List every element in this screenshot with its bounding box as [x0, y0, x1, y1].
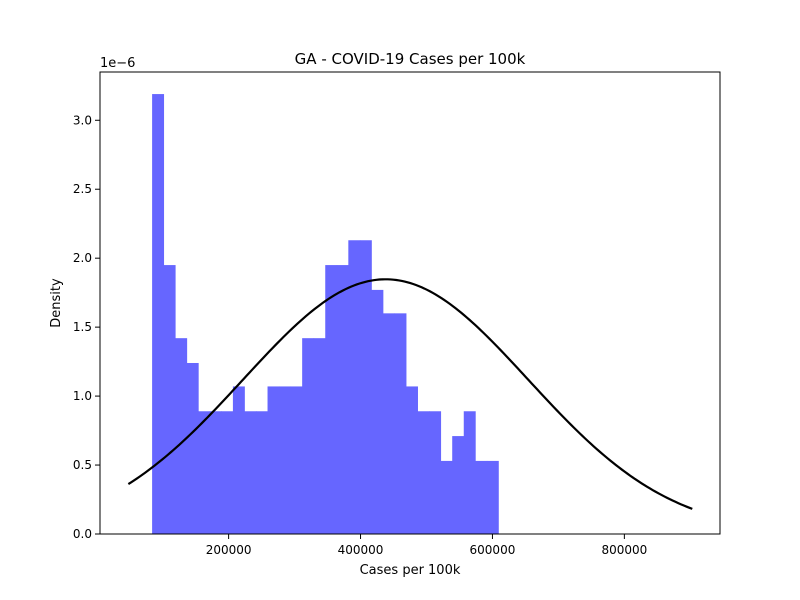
- x-axis-ticks: 200000 400000 600000 800000: [206, 534, 647, 557]
- histogram-bar: [279, 386, 292, 534]
- y-tick-label: 2.0: [73, 251, 92, 265]
- histogram-bar: [313, 338, 326, 534]
- y-tick-label: 2.5: [73, 182, 92, 196]
- histogram-bar: [371, 289, 384, 534]
- y-tick-label: 1.0: [73, 389, 92, 403]
- histogram-bars: [152, 94, 499, 535]
- histogram-bar: [267, 386, 280, 534]
- x-axis-label: Cases per 100k: [360, 563, 461, 578]
- y-tick-label: 0.5: [73, 458, 92, 472]
- histogram-bar: [452, 436, 465, 534]
- histogram-bar: [486, 460, 499, 534]
- histogram-bar: [221, 411, 234, 534]
- histogram-bar: [198, 411, 211, 534]
- x-tick-label: 400000: [338, 543, 384, 557]
- histogram-bar: [302, 338, 315, 534]
- y-tick-label: 3.0: [73, 113, 92, 127]
- normal-fit-curve: [127, 278, 693, 510]
- histogram-bar: [175, 338, 188, 534]
- y-axis-label: Density: [49, 278, 64, 328]
- y-tick-label: 1.5: [73, 320, 92, 334]
- histogram-bar: [382, 313, 395, 534]
- histogram-bar: [152, 94, 165, 534]
- histogram-bar: [163, 265, 176, 534]
- x-tick-label: 600000: [470, 543, 516, 557]
- y-axis-ticks: 0.0 0.5 1.0 1.5 2.0 2.5 3.0: [73, 113, 100, 541]
- histogram-bar: [359, 240, 372, 535]
- histogram-bar: [429, 411, 442, 534]
- histogram-bar: [394, 313, 407, 534]
- chart-title: GA - COVID-19 Cases per 100k: [295, 50, 526, 68]
- histogram-bar: [475, 460, 488, 534]
- histogram-bar: [417, 411, 430, 534]
- y-tick-label: 0.0: [73, 527, 92, 541]
- y-axis-scale-label: 1e−6: [100, 56, 135, 71]
- histogram-bar: [336, 265, 349, 534]
- x-tick-label: 200000: [206, 543, 252, 557]
- histogram-bar: [440, 460, 453, 534]
- histogram-bar: [186, 362, 199, 534]
- histogram-bar: [463, 411, 476, 534]
- histogram-bar: [290, 386, 303, 534]
- histogram-bar: [406, 386, 418, 534]
- histogram-bar: [209, 411, 222, 534]
- plot-frame: [99, 71, 721, 535]
- histogram-bar: [348, 240, 361, 535]
- x-tick-label: 800000: [601, 543, 647, 557]
- histogram-bar: [255, 411, 268, 534]
- histogram-bar: [244, 411, 257, 534]
- histogram-bar: [325, 265, 338, 534]
- histogram-bar: [232, 386, 245, 534]
